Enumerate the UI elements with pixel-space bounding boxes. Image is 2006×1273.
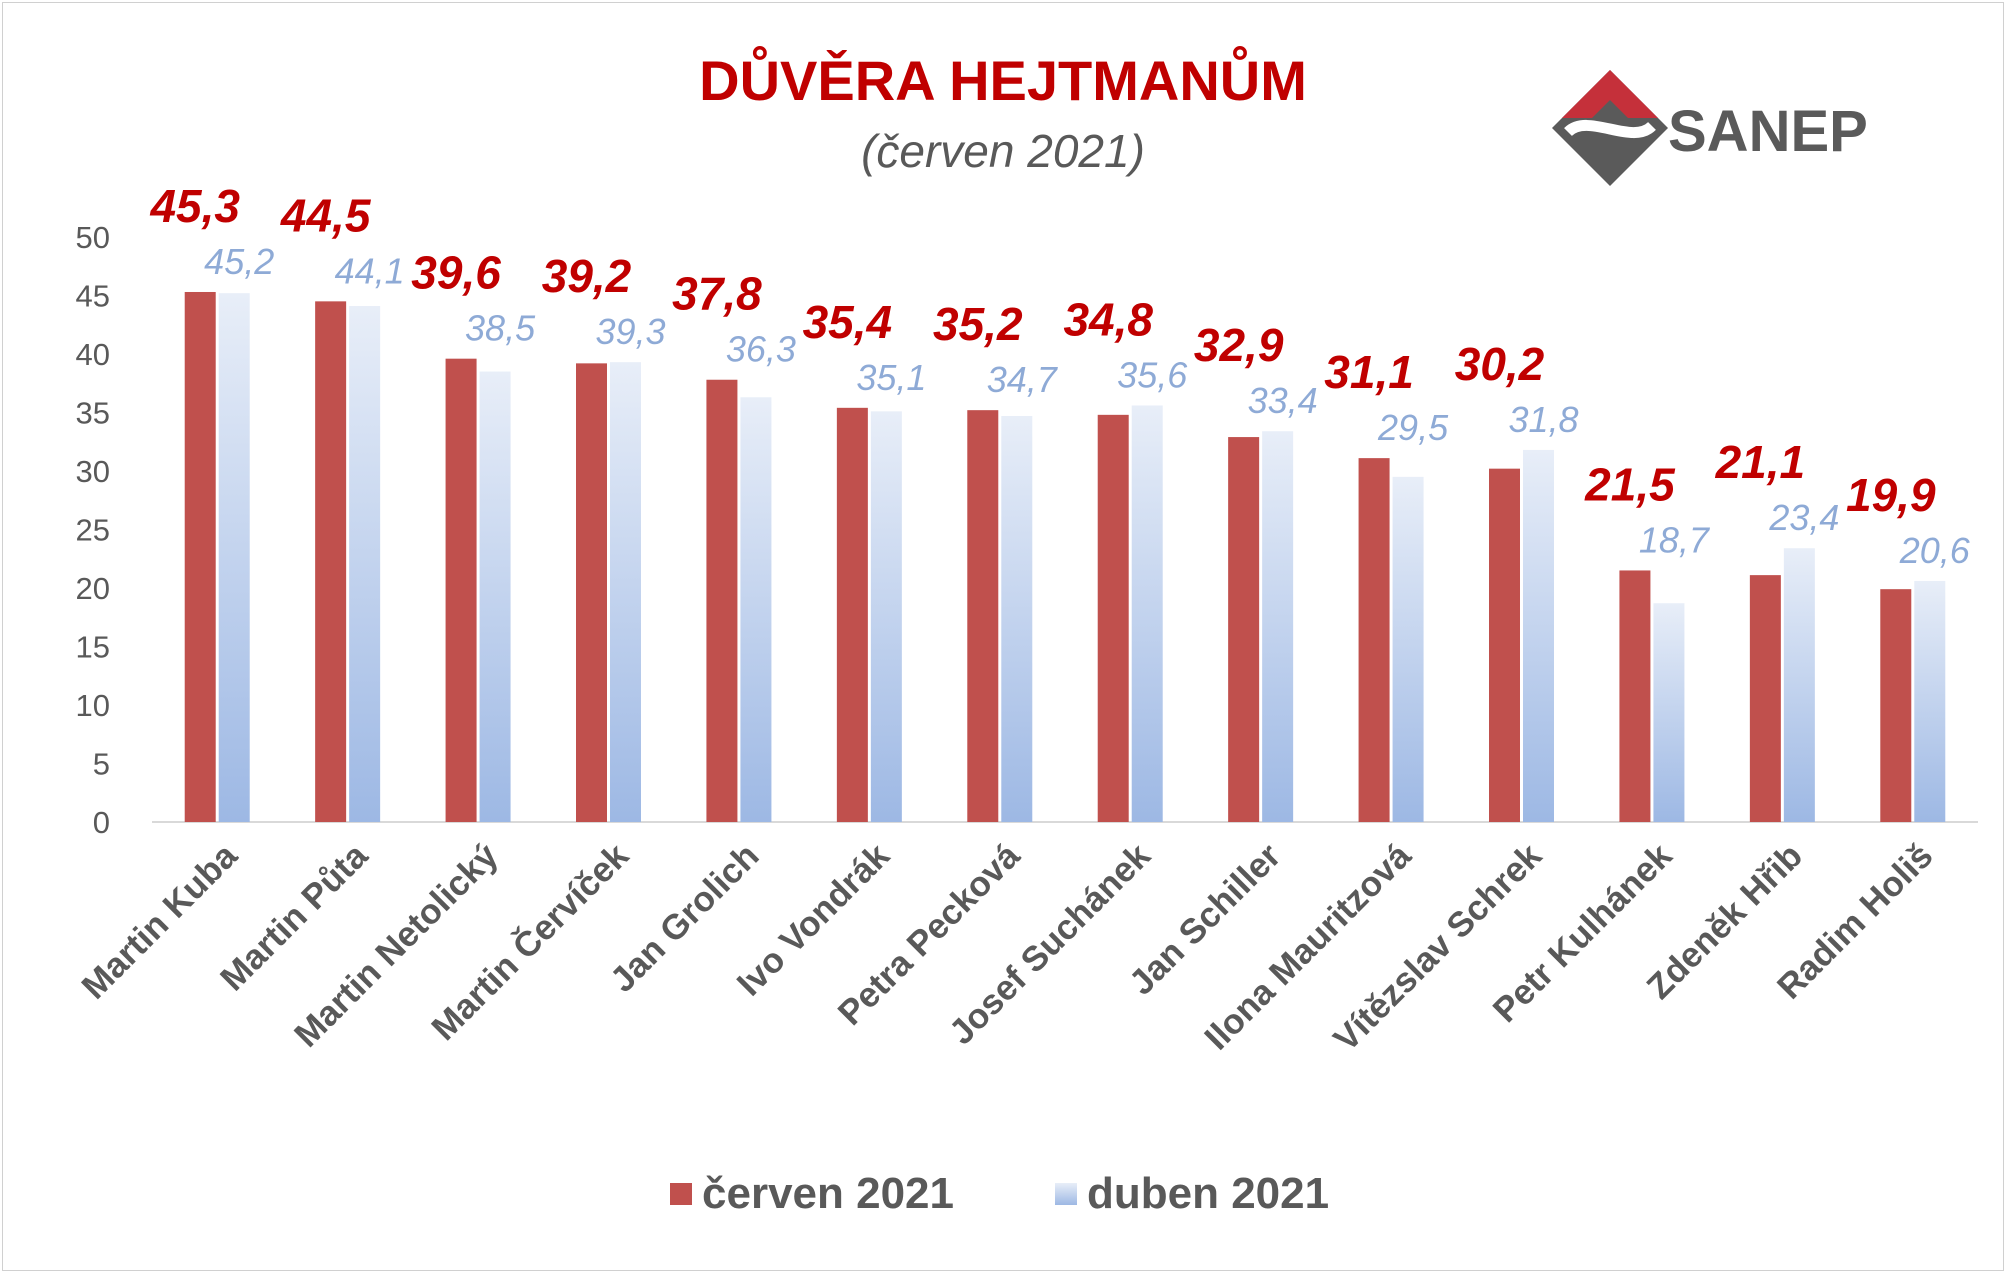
legend-label-duben-2021: duben 2021 bbox=[1087, 1169, 1329, 1218]
bar-cerven-2021 bbox=[576, 363, 607, 822]
bar-cerven-2021 bbox=[1097, 414, 1129, 822]
x-tick-label: Martin Kuba bbox=[74, 836, 245, 1007]
legend-swatch-cerven-2021 bbox=[670, 1183, 692, 1205]
y-tick-label: 20 bbox=[76, 571, 110, 606]
bar-duben-2021 bbox=[1001, 416, 1033, 822]
data-label-duben-2021: 18,7 bbox=[1639, 519, 1711, 560]
data-label-duben-2021: 45,2 bbox=[204, 241, 274, 282]
data-label-duben-2021: 39,3 bbox=[595, 311, 665, 352]
data-label-cerven-2021: 19,9 bbox=[1846, 469, 1936, 521]
bars bbox=[184, 291, 1946, 823]
bar-duben-2021 bbox=[1523, 449, 1554, 822]
y-tick-label: 0 bbox=[93, 805, 110, 840]
y-tick-label: 40 bbox=[76, 337, 110, 372]
logo-swoosh bbox=[1564, 119, 1656, 139]
bar-duben-2021 bbox=[1131, 405, 1163, 822]
data-label-duben-2021: 20,6 bbox=[1899, 530, 1971, 571]
data-label-duben-2021: 34,7 bbox=[987, 359, 1059, 400]
bar-duben-2021 bbox=[1783, 548, 1815, 822]
bar-cerven-2021 bbox=[1619, 570, 1651, 822]
bar-cerven-2021 bbox=[1358, 458, 1390, 822]
legend-label-cerven-2021: červen 2021 bbox=[702, 1169, 954, 1218]
data-label-duben-2021: 35,1 bbox=[856, 357, 926, 398]
bar-cerven-2021 bbox=[184, 291, 216, 822]
data-label-cerven-2021: 45,3 bbox=[149, 180, 240, 232]
bar-duben-2021 bbox=[610, 362, 641, 822]
y-tick-label: 5 bbox=[93, 747, 110, 782]
data-label-duben-2021: 36,3 bbox=[726, 329, 796, 370]
data-label-cerven-2021: 21,1 bbox=[1715, 436, 1806, 488]
bar-cerven-2021 bbox=[445, 358, 477, 822]
data-label-cerven-2021: 39,6 bbox=[411, 247, 501, 299]
bar-duben-2021 bbox=[1914, 580, 1946, 822]
y-tick-label: 25 bbox=[76, 513, 110, 548]
logo-diamond-top bbox=[1562, 70, 1658, 118]
bar-duben-2021 bbox=[1392, 476, 1424, 822]
data-label-duben-2021: 31,8 bbox=[1508, 399, 1578, 440]
bar-duben-2021 bbox=[1262, 431, 1294, 822]
y-tick-label: 35 bbox=[76, 396, 110, 431]
data-label-cerven-2021: 35,4 bbox=[803, 296, 893, 348]
bar-cerven-2021 bbox=[315, 301, 347, 823]
data-label-duben-2021: 29,5 bbox=[1377, 407, 1449, 448]
logo-text: SANEP bbox=[1668, 99, 1868, 164]
bar-duben-2021 bbox=[349, 306, 381, 822]
y-tick-label: 50 bbox=[76, 220, 110, 255]
y-tick-label: 10 bbox=[76, 688, 110, 723]
data-label-cerven-2021: 35,2 bbox=[933, 298, 1023, 350]
data-label-duben-2021: 23,4 bbox=[1768, 497, 1839, 538]
data-label-cerven-2021: 21,5 bbox=[1584, 458, 1676, 510]
sanep-logo: SANEP bbox=[1552, 70, 1868, 186]
data-label-cerven-2021: 37,8 bbox=[672, 268, 762, 320]
bar-cerven-2021 bbox=[1489, 468, 1520, 822]
data-label-duben-2021: 44,1 bbox=[335, 250, 405, 291]
y-tick-label: 30 bbox=[76, 454, 110, 489]
data-label-cerven-2021: 44,5 bbox=[280, 189, 372, 241]
data-label-cerven-2021: 32,9 bbox=[1194, 319, 1284, 371]
data-label-cerven-2021: 39,2 bbox=[542, 250, 632, 302]
legend: červen 2021 duben 2021 bbox=[670, 1169, 1329, 1218]
bar-cerven-2021 bbox=[1749, 575, 1781, 822]
data-label-duben-2021: 33,4 bbox=[1248, 380, 1318, 421]
data-labels: 45,2 45,3 44,1 44,5 38,5 39,6 39,3 39,2 36,3 37,8… bbox=[149, 180, 1970, 571]
chart-title: DŮVĚRA HEJTMANŮM bbox=[699, 49, 1307, 112]
bar-duben-2021 bbox=[218, 293, 250, 822]
bar-cerven-2021 bbox=[967, 410, 999, 822]
bar-duben-2021 bbox=[870, 411, 902, 822]
data-label-cerven-2021: 34,8 bbox=[1063, 293, 1153, 345]
y-tick-label: 45 bbox=[76, 279, 110, 314]
bar-cerven-2021 bbox=[836, 407, 868, 822]
y-tick-label: 15 bbox=[76, 630, 110, 665]
data-label-duben-2021: 35,6 bbox=[1117, 354, 1188, 395]
bar-duben-2021 bbox=[740, 397, 772, 822]
data-label-cerven-2021: 31,1 bbox=[1324, 346, 1414, 398]
bar-cerven-2021 bbox=[1228, 437, 1260, 822]
bar-duben-2021 bbox=[1653, 603, 1685, 822]
bar-cerven-2021 bbox=[706, 379, 738, 822]
chart-subtitle: (červen 2021) bbox=[861, 125, 1145, 177]
bar-duben-2021 bbox=[479, 371, 511, 822]
data-label-duben-2021: 38,5 bbox=[465, 308, 536, 349]
bar-cerven-2021 bbox=[1880, 589, 1912, 822]
data-label-cerven-2021: 30,2 bbox=[1455, 338, 1545, 390]
legend-swatch-duben-2021 bbox=[1055, 1183, 1077, 1205]
